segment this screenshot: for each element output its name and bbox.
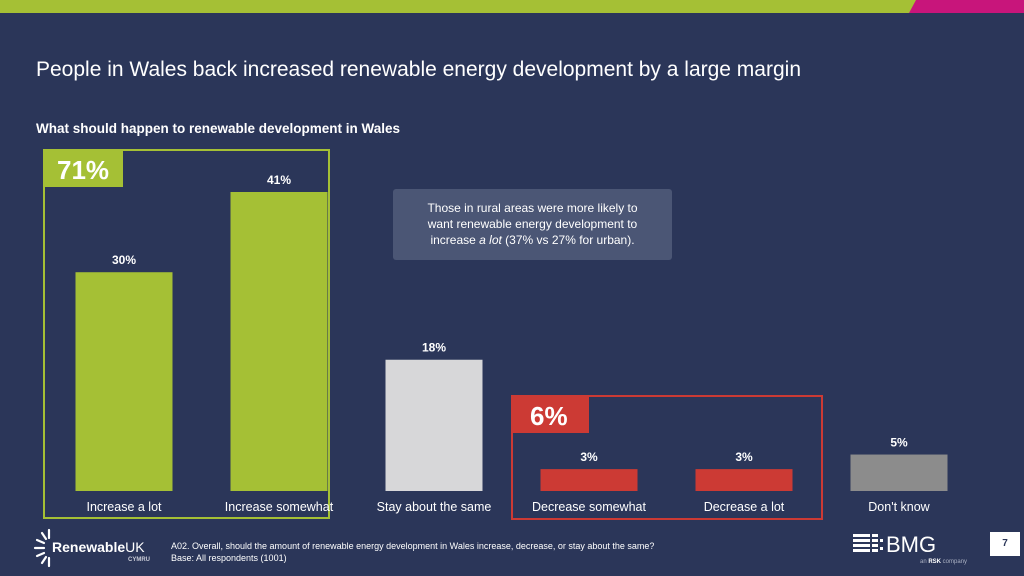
bar-stay-about-the-same <box>385 359 483 491</box>
category-label-increase-a-lot: Increase a lot <box>86 500 162 514</box>
value-label-decrease-somewhat: 3% <box>580 450 598 464</box>
callout-emphasis: a lot <box>479 233 502 247</box>
page-number: 7 <box>990 532 1020 556</box>
group-box-increase <box>43 149 330 519</box>
logo-text-light: UK <box>125 539 145 555</box>
bmg-logo: BMG an RSK company <box>853 532 967 565</box>
bar-decrease-a-lot <box>695 469 793 491</box>
bar-increase-a-lot <box>75 272 173 491</box>
sunburst-icon <box>33 528 51 568</box>
bmg-sub-bold: RSK <box>928 559 941 565</box>
footer-question: A02. Overall, should the amount of renew… <box>171 541 655 551</box>
category-label-decrease-a-lot: Decrease a lot <box>704 500 785 514</box>
value-label-stay-about-the-same: 18% <box>422 341 446 355</box>
bmg-logo-text: BMG <box>886 532 936 557</box>
chart-subtitle: What should happen to renewable developm… <box>36 121 401 136</box>
category-label-increase-somewhat: Increase somewhat <box>225 500 334 514</box>
value-label-increase-a-lot: 30% <box>112 253 136 267</box>
value-label-don-t-know: 5% <box>890 436 908 450</box>
callout-line-3-post: (37% vs 27% for urban). <box>501 233 635 247</box>
group-total-decrease: 6% <box>530 401 568 431</box>
callout-line-1: Those in rural areas were more likely to <box>427 201 638 215</box>
category-label-stay-about-the-same: Stay about the same <box>377 500 492 514</box>
footer-notes: A02. Overall, should the amount of renew… <box>171 540 654 564</box>
logo-subtext: CYMRU <box>128 557 150 563</box>
callout-line-2: want renewable energy development to <box>427 217 638 231</box>
bar-don-t-know <box>850 454 948 491</box>
callout-line-3: increase a lot (37% vs 27% for urban). <box>393 232 672 248</box>
category-label-decrease-somewhat: Decrease somewhat <box>532 500 646 514</box>
renewableuk-logo: RenewableUK CYMRU <box>33 528 150 568</box>
bar-decrease-somewhat <box>540 469 638 491</box>
group-total-increase: 71% <box>57 155 109 185</box>
callout-box: Those in rural areas were more likely to… <box>393 189 672 260</box>
category-label-don-t-know: Don't know <box>868 500 930 514</box>
slide-title: People in Wales back increased renewable… <box>36 58 801 81</box>
group-box-decrease <box>511 395 823 520</box>
logo-text-bold: Renewable <box>52 539 125 555</box>
bmg-sub-pre: an <box>920 559 928 565</box>
value-label-increase-somewhat: 41% <box>267 173 291 187</box>
value-label-decrease-a-lot: 3% <box>735 450 753 464</box>
top-accent-bar <box>0 0 1024 13</box>
bmg-sub-post: company <box>941 559 967 565</box>
footer-base: Base: All respondents (1001) <box>171 553 287 563</box>
bar-increase-somewhat <box>230 192 328 491</box>
group-tab-increase <box>44 150 123 187</box>
callout-line-3-pre: increase <box>430 233 480 247</box>
bmg-mark-icon <box>853 534 883 552</box>
group-tab-decrease <box>512 396 589 433</box>
svg-text:an RSK company: an RSK company <box>920 559 967 565</box>
top-accent-magenta <box>909 0 1024 13</box>
svg-text:RenewableUK: RenewableUK <box>52 539 145 555</box>
